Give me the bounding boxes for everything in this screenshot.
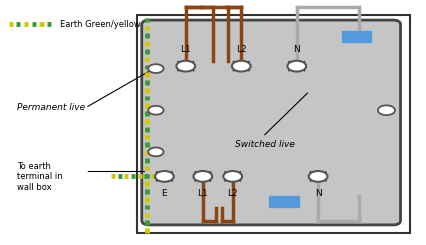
Text: To earth
terminal in
wall box: To earth terminal in wall box <box>17 162 63 192</box>
Text: N: N <box>314 189 321 198</box>
Bar <box>341 31 371 42</box>
Text: L2: L2 <box>227 189 237 198</box>
Text: Earth Green/yellow: Earth Green/yellow <box>60 20 140 29</box>
Circle shape <box>148 106 163 115</box>
Circle shape <box>287 61 305 72</box>
Circle shape <box>193 171 212 182</box>
Circle shape <box>377 105 394 115</box>
Bar <box>268 196 298 207</box>
Circle shape <box>231 61 250 72</box>
Circle shape <box>176 61 195 72</box>
Circle shape <box>223 171 242 182</box>
Text: L1: L1 <box>180 45 191 54</box>
FancyBboxPatch shape <box>141 20 400 225</box>
Text: E: E <box>161 189 167 198</box>
Circle shape <box>308 171 327 182</box>
Bar <box>136 15 409 233</box>
Text: Switched live: Switched live <box>234 140 294 149</box>
Circle shape <box>148 147 163 156</box>
Text: L2: L2 <box>236 45 246 54</box>
Circle shape <box>148 64 163 73</box>
Text: L1: L1 <box>197 189 208 198</box>
Circle shape <box>155 171 173 182</box>
Text: Permanent live: Permanent live <box>17 103 85 112</box>
Text: N: N <box>293 45 299 54</box>
